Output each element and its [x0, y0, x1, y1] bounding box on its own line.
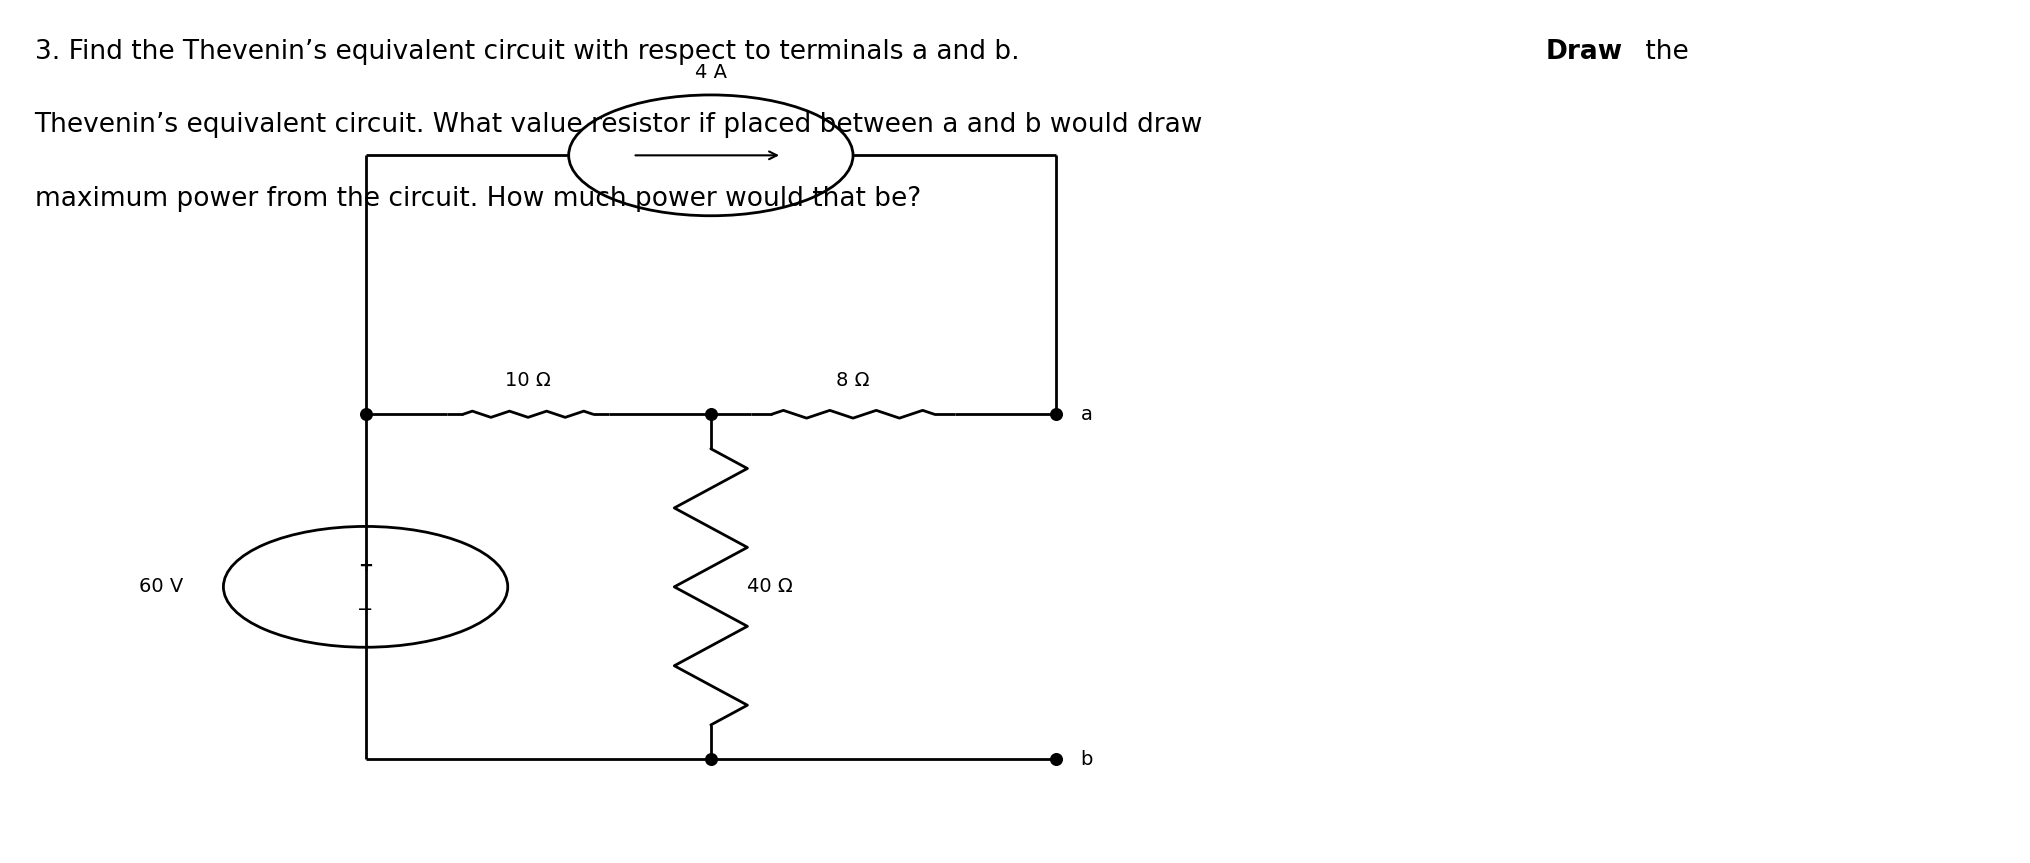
Point: [1039, 407, 1072, 421]
Text: the: the: [1636, 39, 1687, 65]
Text: −: −: [357, 601, 374, 620]
Text: +: +: [357, 557, 374, 575]
Point: [1039, 753, 1072, 766]
Text: 60 V: 60 V: [138, 577, 183, 596]
Point: [694, 753, 727, 766]
Text: 40 Ω: 40 Ω: [747, 577, 794, 596]
Point: [349, 407, 382, 421]
Text: maximum power from the circuit. How much power would that be?: maximum power from the circuit. How much…: [35, 186, 920, 211]
Text: 3. Find the Thevenin’s equivalent circuit with respect to terminals a and b.: 3. Find the Thevenin’s equivalent circui…: [35, 39, 1027, 65]
Text: 8 Ω: 8 Ω: [836, 371, 869, 390]
Text: Thevenin’s equivalent circuit. What value resistor if placed between a and b wou: Thevenin’s equivalent circuit. What valu…: [35, 112, 1202, 138]
Text: 4 A: 4 A: [694, 63, 727, 82]
Text: Draw: Draw: [1545, 39, 1622, 65]
Text: b: b: [1080, 750, 1092, 769]
Point: [694, 407, 727, 421]
Text: a: a: [1080, 405, 1092, 424]
Text: 10 Ω: 10 Ω: [505, 371, 550, 390]
